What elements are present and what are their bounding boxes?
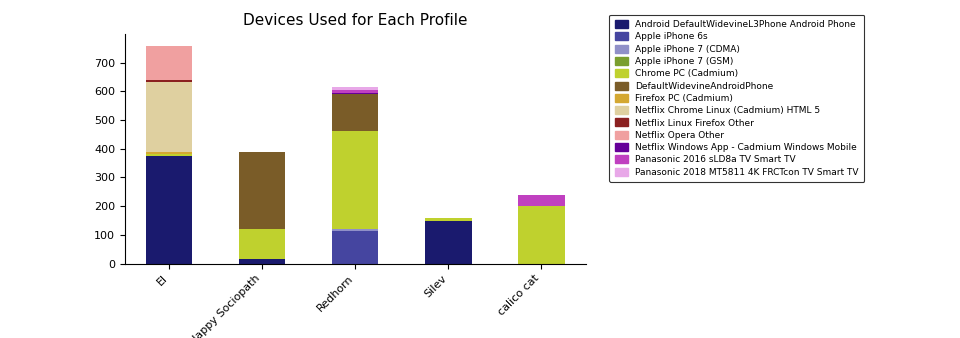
- Bar: [332, 93, 378, 94]
- Bar: [518, 195, 564, 206]
- Bar: [146, 82, 192, 152]
- Bar: [239, 229, 285, 259]
- Bar: [146, 46, 192, 80]
- Bar: [332, 94, 378, 131]
- Bar: [332, 231, 378, 264]
- Bar: [518, 206, 564, 264]
- Title: Devices Used for Each Profile: Devices Used for Each Profile: [243, 14, 468, 28]
- Legend: Android DefaultWidevineL3Phone Android Phone, Apple iPhone 6s, Apple iPhone 7 (C: Android DefaultWidevineL3Phone Android P…: [610, 15, 864, 182]
- Bar: [425, 221, 471, 264]
- Bar: [146, 80, 192, 82]
- Bar: [146, 154, 192, 156]
- Bar: [239, 259, 285, 264]
- Bar: [146, 152, 192, 154]
- Bar: [332, 131, 378, 229]
- Bar: [425, 218, 471, 221]
- Bar: [146, 156, 192, 264]
- Bar: [239, 152, 285, 229]
- Bar: [332, 90, 378, 93]
- Bar: [332, 229, 378, 231]
- Bar: [332, 87, 378, 90]
